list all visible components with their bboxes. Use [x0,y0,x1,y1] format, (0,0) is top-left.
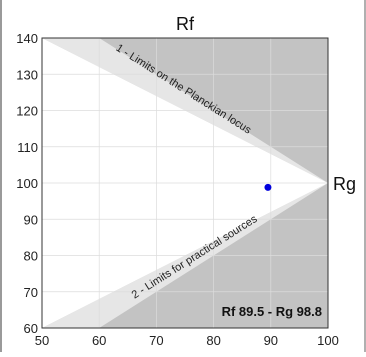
plot-border [41,37,329,329]
chart-title: Rf [176,14,195,34]
data-point [264,183,272,191]
x-tick-label: 70 [149,333,163,348]
right-border [364,0,366,352]
y-tick-label: 90 [24,212,38,227]
left-border [0,0,2,352]
result-annotation: Rf 89.5 - Rg 98.8 [222,304,322,319]
y-tick-label: 120 [16,104,38,119]
x-tick-labels: 50 60 70 80 90 100 [35,333,339,348]
data-point-layer [264,183,272,191]
y-tick-label: 110 [17,140,38,155]
x-tick-label: 90 [264,333,278,348]
x-tick-label: 50 [35,333,49,348]
y-tick-label: 100 [16,176,38,191]
x-tick-label: 80 [206,333,220,348]
y-tick-labels: 60 70 80 90 100 110 120 130 140 [16,31,38,336]
y-tick-label: 60 [24,321,38,336]
x-tick-label: 60 [92,333,106,348]
y-tick-label: 70 [24,285,38,300]
rg-axis-label: Rg [333,174,356,194]
y-tick-label: 80 [24,249,38,264]
x-tick-label: 100 [317,333,339,348]
y-tick-label: 130 [16,67,38,82]
y-tick-label: 140 [16,31,38,46]
grid-lines [42,38,328,328]
